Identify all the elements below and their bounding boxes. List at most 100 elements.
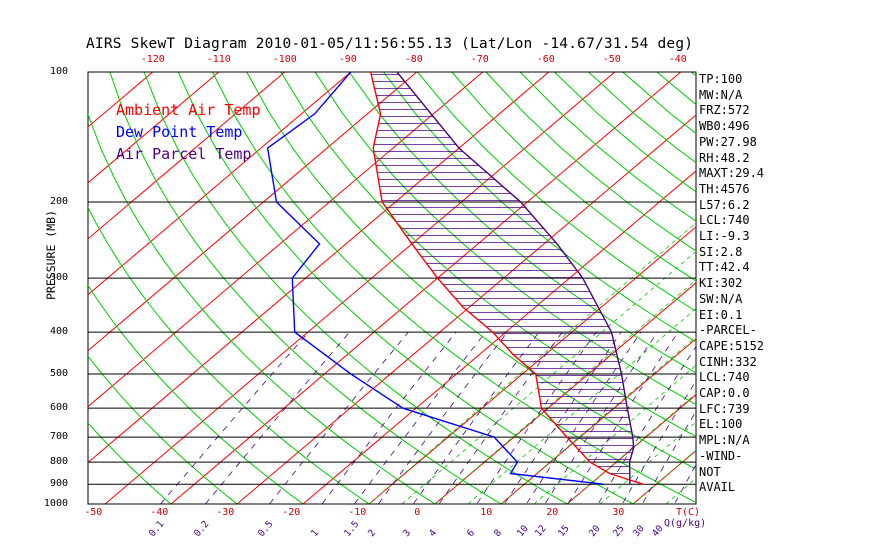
isotherm <box>88 72 220 184</box>
index-line: EI:0.1 <box>699 307 743 322</box>
mixing-ratio-line <box>503 331 622 504</box>
dry-adiabat <box>109 72 502 504</box>
mixing-ratio-line <box>204 331 350 504</box>
index-line: LCL:740 <box>699 370 750 385</box>
dry-adiabat <box>485 72 696 252</box>
index-line: SI:2.8 <box>699 244 743 259</box>
pressure-tick-label: 300 <box>49 272 68 284</box>
dry-adiabat <box>143 72 569 504</box>
isotherm <box>566 394 696 504</box>
isotherm <box>88 72 418 352</box>
bottom-temp-tick-label: 30 <box>612 507 625 518</box>
top-temp-tick-label: -110 <box>206 54 231 65</box>
pressure-tick-label: 400 <box>49 326 68 338</box>
mixing-ratio-line <box>597 345 696 504</box>
pressure-tick-label: 1000 <box>43 498 68 509</box>
index-line: PW:27.98 <box>699 134 757 149</box>
index-line: MPL:N/A <box>699 433 750 448</box>
isotherm <box>236 114 696 504</box>
index-line: L57:6.2 <box>699 197 750 212</box>
top-temp-tick-label: -50 <box>602 54 621 65</box>
index-line: -WIND- <box>699 448 743 463</box>
index-line: EL:100 <box>699 417 743 432</box>
mixing-ratio-line <box>544 331 658 504</box>
dry-adiabat <box>88 422 172 504</box>
series-line-air-parcel-temp <box>396 72 635 485</box>
isotherm <box>820 72 870 513</box>
isotherm <box>0 72 21 513</box>
series-line-ambient-air-temp <box>369 72 644 485</box>
pressure-tick-label: 500 <box>49 367 68 379</box>
index-line: MAXT:29.4 <box>699 166 765 181</box>
pressure-tick-label: 200 <box>49 196 68 208</box>
index-line: TT:42.4 <box>699 260 750 275</box>
index-line: SW:N/A <box>699 291 743 306</box>
bottom-temp-tick-label: 0 <box>414 507 421 518</box>
dry-adiabat <box>862 72 870 513</box>
top-temp-tick-label: -80 <box>404 54 423 65</box>
index-line: LFC:739 <box>699 401 750 416</box>
legend-air-parcel-temp: Air Parcel Temp <box>116 145 252 163</box>
moist-adiabat <box>632 449 696 504</box>
index-line: RH:48.2 <box>699 150 750 165</box>
top-temp-tick-label: -120 <box>140 54 165 65</box>
bottom-temp-tick-label: -50 <box>84 507 103 518</box>
y-axis-label: PRESSURE (MB) <box>44 209 58 300</box>
isotherm <box>88 72 286 240</box>
mixing-ratio-line <box>412 331 540 504</box>
pressure-tick-label: 800 <box>49 456 68 468</box>
mixing-ratio-line <box>353 331 486 504</box>
dry-adiabat <box>88 284 304 504</box>
legend-ambient-air-temp: Ambient Air Temp <box>116 101 261 119</box>
index-line: CAPE:5152 <box>699 338 765 353</box>
bottom-temp-tick-label: -10 <box>348 507 367 518</box>
index-line: CAP:0.0 <box>699 386 750 401</box>
isotherm <box>500 338 696 504</box>
dry-adiabat <box>246 72 696 470</box>
isotherm <box>754 72 870 513</box>
isotherm <box>88 72 352 296</box>
mixing-ratio-line <box>160 331 309 504</box>
index-line: AVAIL <box>699 480 736 495</box>
stability-indices: TP:100 MW:N/A FRZ:572 WB0:496 PW:27.98 RH:48.… <box>699 72 764 496</box>
index-line: TP:100 <box>699 72 743 86</box>
pressure-tick-label: 600 <box>49 402 68 414</box>
bottom-temp-tick-label: -40 <box>150 507 169 518</box>
mixing-ratio-line <box>525 331 642 504</box>
index-line: LCL:740 <box>699 213 750 228</box>
chart-title: AIRS SkewT Diagram 2010-01-05/11:56:55.1… <box>86 36 694 52</box>
dry-adiabat <box>451 72 696 282</box>
moist-adiabat <box>599 421 696 504</box>
index-line: CINH:332 <box>699 354 757 369</box>
bottom-temp-tick-label: -30 <box>216 507 235 518</box>
index-line: TH:4576 <box>699 181 750 196</box>
isotherm <box>170 72 682 504</box>
dry-adiabat <box>417 72 696 312</box>
mixing-ratio-line <box>567 331 679 504</box>
pressure-tick-label: 100 <box>49 66 68 77</box>
dry-adiabat <box>828 72 870 513</box>
mixing-ratio-line <box>268 331 409 504</box>
index-line: KI:302 <box>699 276 743 291</box>
top-temp-tick-label: -90 <box>338 54 357 65</box>
index-line: MW:N/A <box>699 87 743 102</box>
isotherm <box>434 282 696 504</box>
isotherm <box>88 72 484 408</box>
series-line-dew-point-temp <box>266 72 604 485</box>
mixing-ratio-unit-label: Q(g/kg) <box>664 518 707 529</box>
pressure-tick-label: 900 <box>49 478 68 490</box>
index-line: NOT <box>699 464 721 479</box>
bottom-temp-tick-label: 20 <box>546 507 559 518</box>
mixing-ratio-line <box>476 331 597 504</box>
top-temp-tick-label: -60 <box>536 54 555 65</box>
index-line: FRZ:572 <box>699 103 750 118</box>
isotherm <box>302 170 696 504</box>
x-axis-label: T(C) <box>676 507 701 518</box>
bottom-temp-tick-label: -20 <box>282 507 301 518</box>
dry-adiabat <box>88 112 436 504</box>
isotherm <box>104 72 616 504</box>
legend-dew-point-temp: Dew Point Temp <box>116 123 243 141</box>
moist-adiabat <box>665 477 696 504</box>
mixing-ratio-line <box>377 331 508 504</box>
